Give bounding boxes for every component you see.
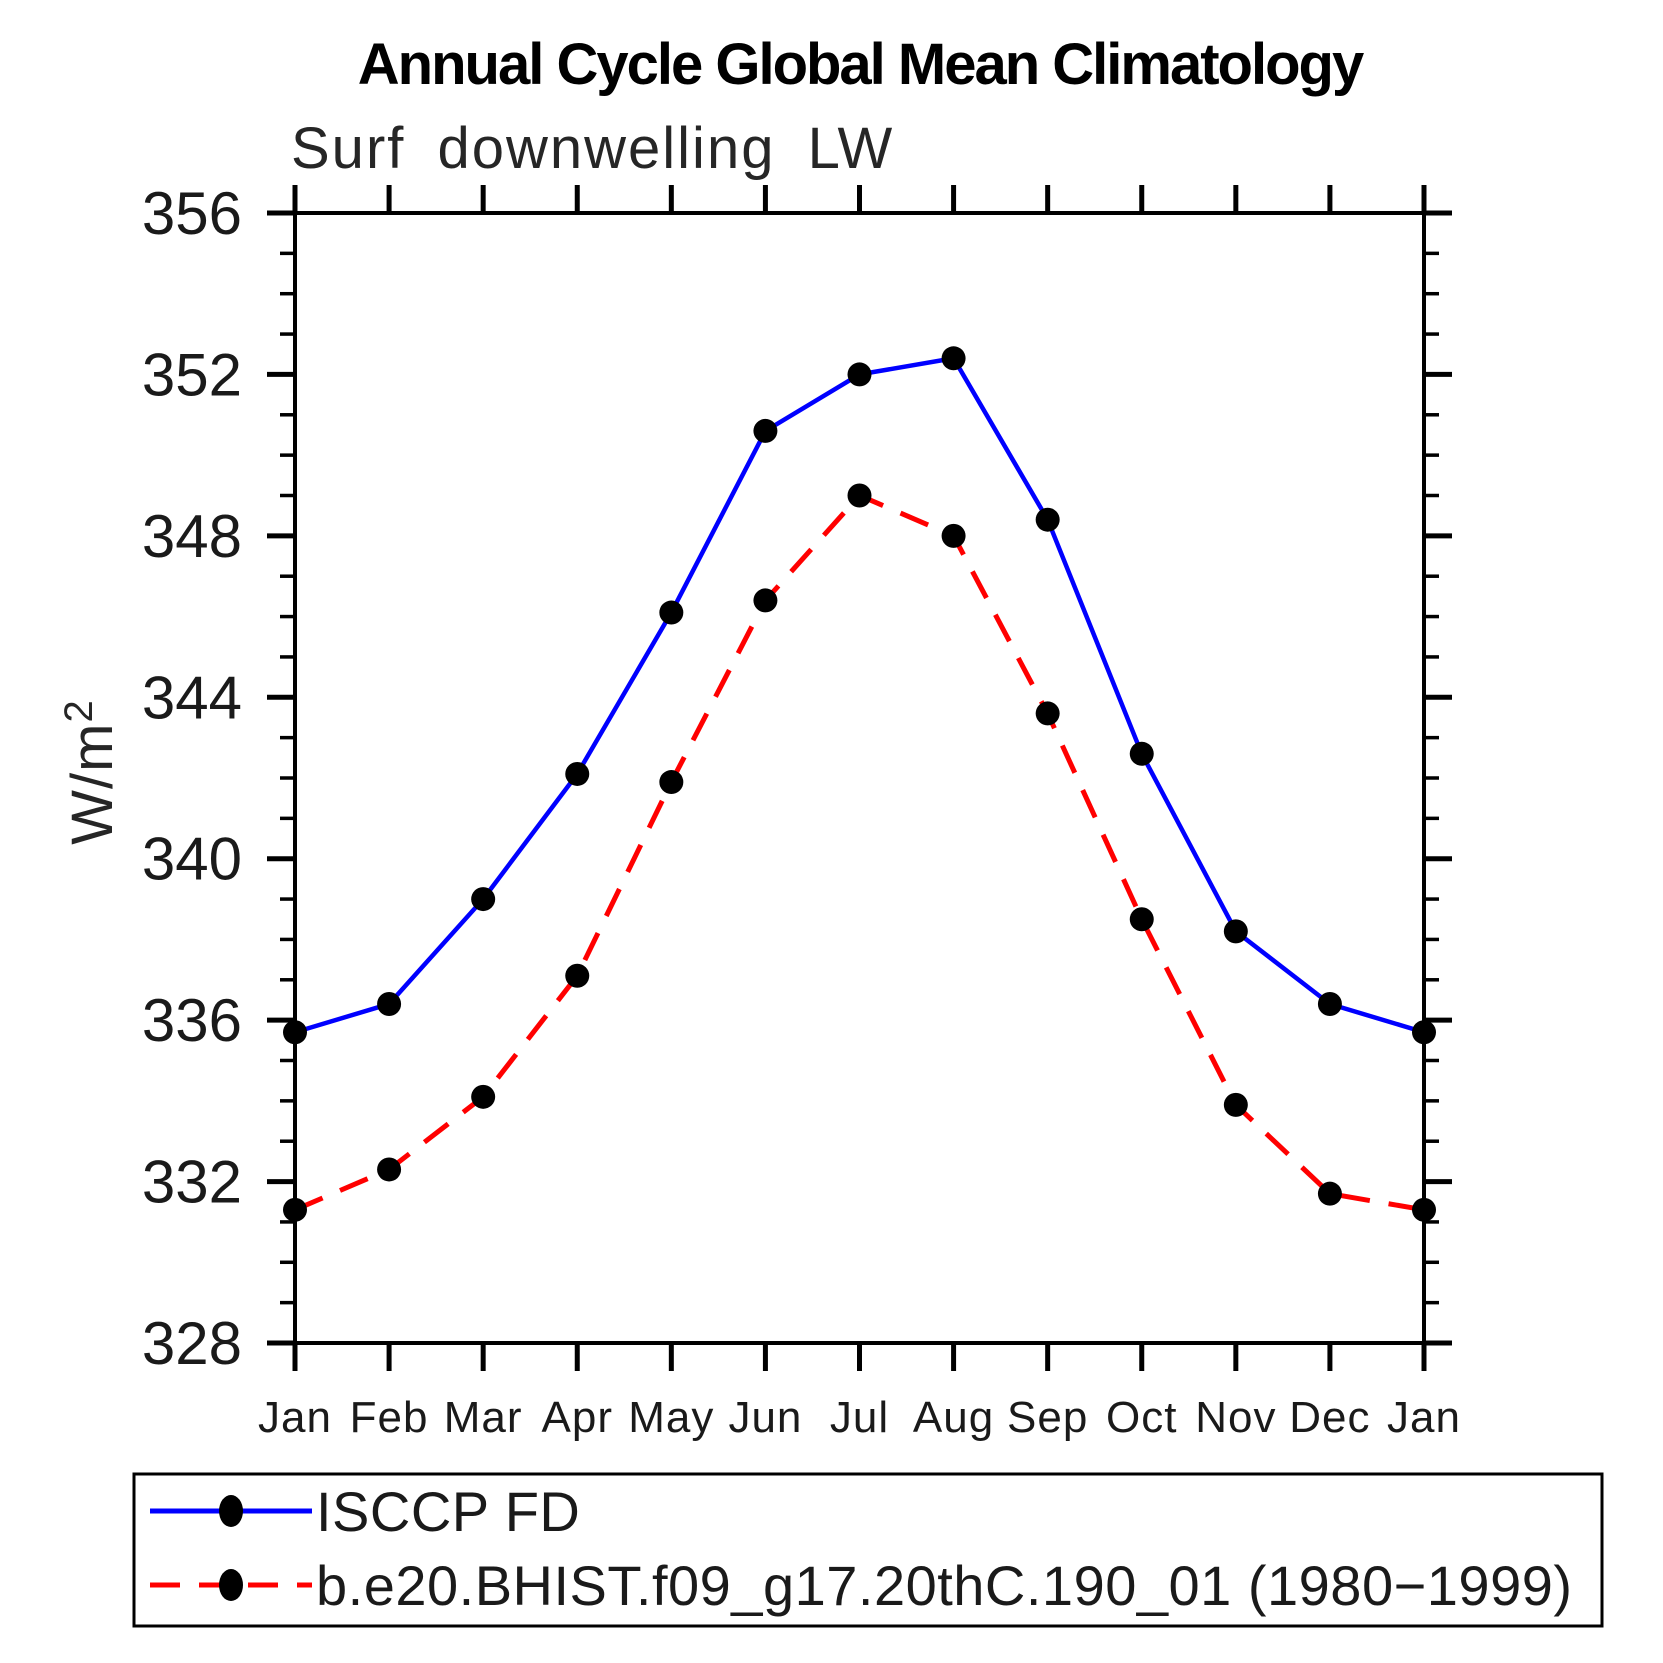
- data-point-s1-Jun: [753, 588, 778, 613]
- data-point-s0-Apr: [565, 761, 590, 786]
- data-point-s1-Sep: [1035, 701, 1060, 726]
- data-point-s0-Sep: [1035, 507, 1060, 532]
- data-point-s0-Jan: [1412, 1020, 1436, 1045]
- data-point-s0-Jul: [847, 362, 872, 387]
- month-label: Dec: [1289, 1393, 1370, 1442]
- data-point-s0-Jun: [753, 418, 778, 443]
- series-line-1: [294, 492, 1425, 1213]
- y-tick-label: 336: [142, 987, 242, 1054]
- month-label: Oct: [1106, 1393, 1177, 1442]
- data-point-s1-Oct: [1129, 907, 1154, 932]
- plot-frame: [293, 211, 1426, 1345]
- month-label: Nov: [1195, 1393, 1276, 1442]
- chart-subtitle: Surf downwelling LW: [291, 116, 894, 181]
- y-tick-label: 328: [142, 1310, 242, 1377]
- series-line-0: [294, 355, 1425, 1035]
- legend-label-obs: ISCCP FD: [316, 1480, 580, 1543]
- chart-title: Annual Cycle Global Mean Climatology: [358, 32, 1364, 97]
- y-tick-label: 356: [142, 180, 242, 247]
- data-point-s1-May: [659, 770, 684, 795]
- data-point-s1-Jul: [847, 483, 872, 508]
- data-point-s0-Jan: [283, 1020, 307, 1045]
- data-point-s1-Apr: [565, 963, 590, 988]
- data-point-s1-Jan: [1412, 1197, 1436, 1222]
- month-label: Aug: [913, 1393, 994, 1442]
- data-point-s1-Aug: [941, 523, 966, 548]
- data-point-s0-Oct: [1129, 741, 1154, 766]
- y-tick-labels: 328 332 336 340 344 348 352 356: [142, 180, 242, 1377]
- data-series: [283, 346, 1436, 1222]
- data-point-s0-Dec: [1317, 992, 1342, 1016]
- y-tick-label: 352: [142, 341, 242, 408]
- legend-sample-marker-obs: [219, 1495, 243, 1527]
- month-label: May: [628, 1393, 714, 1442]
- data-point-s0-May: [659, 600, 684, 625]
- y-tick-label: 340: [142, 826, 242, 893]
- data-point-s0-Aug: [941, 346, 966, 371]
- month-label: Jun: [728, 1393, 802, 1442]
- data-point-s1-Nov: [1223, 1092, 1248, 1117]
- month-label: Feb: [350, 1393, 429, 1442]
- month-label: Sep: [1007, 1393, 1088, 1442]
- y-tick-label: 344: [142, 664, 242, 731]
- y-axis-label: W/m2: [57, 699, 125, 844]
- data-point-s0-Nov: [1223, 919, 1248, 944]
- month-label: Jan: [1387, 1393, 1461, 1442]
- data-point-s0-Feb: [377, 992, 402, 1016]
- month-label: Mar: [444, 1393, 523, 1442]
- y-tick-label: 348: [142, 503, 242, 570]
- legend-sample-marker-model: [219, 1569, 243, 1601]
- data-point-s0-Mar: [471, 887, 496, 912]
- axis-ticks: [267, 185, 1452, 1371]
- legend-label-model: b.e20.BHIST.f09_g17.20thC.190_01 (1980−1…: [316, 1554, 1573, 1617]
- legend: ISCCP FD b.e20.BHIST.f09_g17.20thC.190_0…: [132, 1472, 1604, 1628]
- month-label: Jan: [258, 1393, 332, 1442]
- legend-box: [132, 1472, 1604, 1628]
- x-tick-labels: Jan Feb Mar Apr May Jun Jul Aug Sep Oct Nov Dec Jan: [258, 1393, 1461, 1442]
- data-point-s1-Jan: [283, 1197, 307, 1222]
- data-point-s1-Mar: [471, 1084, 496, 1109]
- month-label: Apr: [542, 1393, 613, 1442]
- month-label: Jul: [830, 1393, 889, 1442]
- data-point-s1-Feb: [377, 1157, 402, 1182]
- data-point-s1-Dec: [1317, 1181, 1342, 1206]
- y-tick-label: 332: [142, 1149, 242, 1216]
